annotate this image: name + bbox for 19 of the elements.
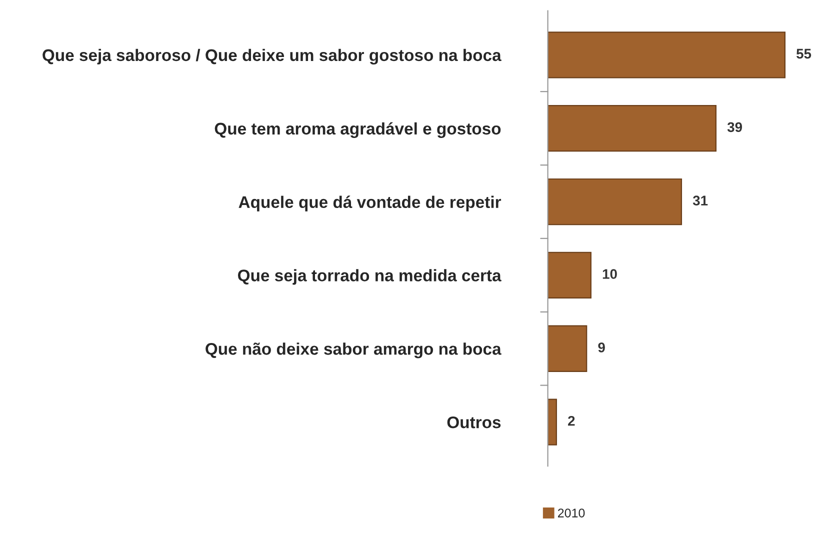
data-label: 55 [796, 48, 812, 59]
data-label: 39 [727, 122, 742, 132]
data-label: 9 [598, 342, 605, 352]
y-tick-label: Que seja torrado na medida certa [238, 269, 502, 285]
bar [548, 32, 786, 78]
bar [548, 105, 717, 152]
y-tick-label: Aquele que dá vontade de repetir [238, 196, 502, 212]
y-tick-label: Que seja saboroso / Que deixe um sabor gostoso na boca [42, 48, 502, 64]
y-tick-label: Que tem aroma agradável e gostoso [214, 122, 501, 138]
bar [548, 398, 557, 446]
y-tick-label: Outros [447, 416, 501, 428]
data-label: 2 [568, 416, 575, 426]
bar [548, 178, 682, 226]
data-label: 10 [602, 269, 617, 279]
legend-label: 2010 [558, 508, 585, 518]
data-label: 31 [692, 196, 708, 206]
bar [548, 252, 592, 299]
bar [548, 325, 588, 372]
y-tick-label: Que não deixe sabor amargo na boca [206, 342, 502, 358]
